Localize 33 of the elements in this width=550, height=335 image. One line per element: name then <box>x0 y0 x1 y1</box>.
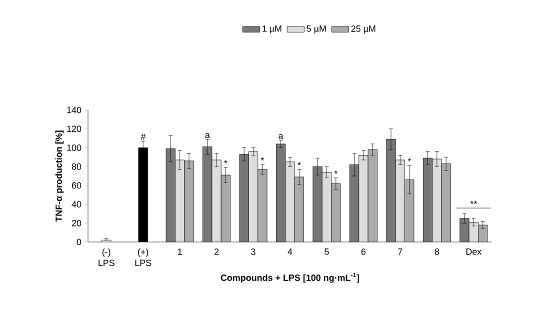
annotation: * <box>298 162 301 166</box>
x-tick-label: 3 <box>251 248 256 255</box>
legend-label: 25 µM <box>351 25 376 34</box>
annotation: a <box>278 134 284 139</box>
annotation: * <box>260 157 264 160</box>
x-tick-label: 7 <box>398 248 402 255</box>
y-axis-title: TNF-α production [%] <box>55 130 64 222</box>
annotation: * <box>224 160 228 164</box>
x-axis-title: Compounds + LPS [100 ng·mL$^{-1}$] <box>220 272 360 283</box>
legend-label: 1 µM <box>262 26 282 34</box>
y-tick-label: 0 <box>76 238 82 246</box>
x-tick-label: 5 <box>324 248 329 255</box>
x-tick-label: 6 <box>361 248 366 255</box>
y-tick-label: 100 <box>67 144 82 151</box>
annotation: * <box>408 158 411 162</box>
annotation: # <box>140 134 146 140</box>
y-tick-label: 40 <box>72 201 82 208</box>
y-tick-label: 20 <box>72 220 82 226</box>
y-tick-label: 80 <box>72 163 82 170</box>
x-tick-label: 1 <box>178 248 182 255</box>
y-tick-label: 120 <box>67 126 82 132</box>
annotation: * <box>334 170 338 174</box>
x-tick-label: 8 <box>434 248 440 255</box>
y-tick-label: 60 <box>72 182 82 189</box>
legend-label: 5 µM <box>306 26 326 34</box>
y-tick-label: 140 <box>67 106 82 114</box>
x-tick-label: (+) LPS <box>135 248 152 266</box>
annotation: ** <box>470 200 477 204</box>
x-tick-label: (-) LPS <box>98 248 114 266</box>
x-tick-label: Dex <box>466 248 482 255</box>
x-tick-label: 2 <box>214 248 219 255</box>
x-tick-label: 4 <box>288 248 292 255</box>
annotation: a <box>205 133 210 138</box>
